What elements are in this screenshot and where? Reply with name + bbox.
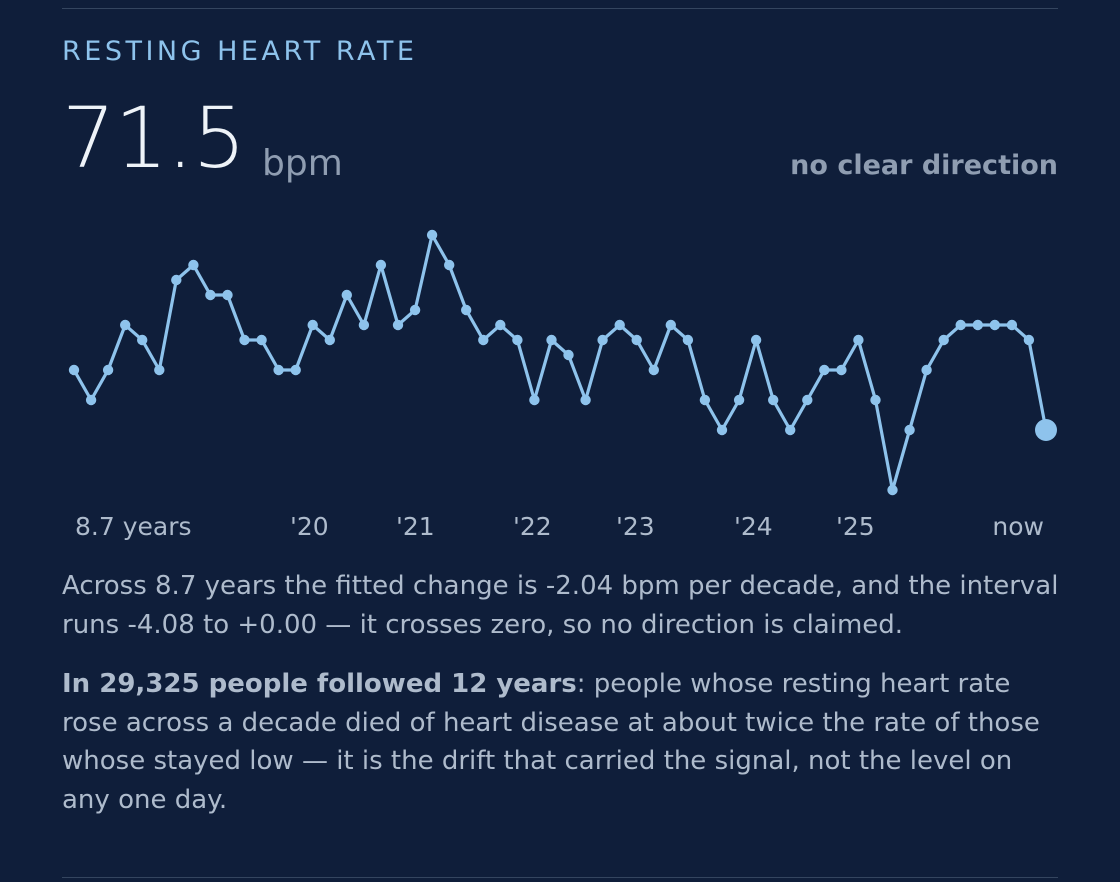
data-point — [989, 319, 1000, 331]
data-point — [222, 289, 233, 301]
data-point — [563, 349, 574, 361]
summary-text: Across 8.7 years the fitted change is -2… — [62, 571, 1059, 640]
value-unit: bpm — [262, 143, 343, 184]
data-point — [137, 334, 148, 346]
x-tick-label: '21 — [396, 512, 435, 541]
current-value: 71.5 — [62, 89, 246, 187]
data-point — [307, 319, 318, 331]
data-point — [409, 304, 421, 316]
data-point — [1023, 334, 1035, 346]
data-point — [239, 334, 250, 346]
data-point — [972, 319, 983, 331]
series-line — [72, 233, 1048, 492]
x-tick-label: '24 — [734, 512, 773, 541]
x-tick-label: '25 — [836, 512, 875, 541]
data-point — [529, 394, 540, 406]
x-tick-label: '22 — [513, 512, 552, 541]
data-point — [324, 334, 335, 346]
data-point — [426, 229, 438, 241]
data-point — [682, 334, 694, 346]
data-point — [716, 424, 728, 436]
data-point — [392, 319, 404, 331]
data-point — [733, 394, 745, 406]
data-point — [887, 484, 898, 496]
data-point — [836, 364, 847, 376]
data-point — [665, 319, 676, 331]
data-point — [102, 364, 114, 376]
data-point — [819, 364, 830, 376]
data-point — [1006, 319, 1018, 331]
evidence-text: In 29,325 people followed 12 years: peop… — [62, 665, 1062, 819]
evidence-lead: In 29,325 people followed 12 years — [62, 669, 577, 699]
data-point — [444, 259, 455, 271]
data-point — [870, 394, 881, 406]
resting-heart-rate-chart: 8.7 years '20 '21 '22 '23 '24 '25 now — [68, 229, 1057, 541]
data-point — [375, 259, 387, 271]
data-point — [188, 259, 199, 271]
data-point — [256, 334, 267, 346]
bottom-divider — [62, 877, 1058, 878]
data-point — [290, 364, 301, 376]
data-point — [938, 334, 949, 346]
data-point — [904, 424, 915, 436]
data-point — [580, 394, 591, 406]
data-point — [495, 319, 506, 331]
data-point — [85, 394, 97, 406]
data-point — [478, 334, 489, 346]
data-point — [955, 319, 966, 331]
data-point — [921, 364, 932, 376]
latest-data-point — [1035, 419, 1057, 441]
x-tick-label: 8.7 years — [75, 512, 192, 541]
data-point — [461, 304, 472, 316]
x-tick-label: '20 — [290, 512, 329, 541]
x-tick-label: now — [992, 512, 1044, 541]
trend-status: no clear direction — [790, 150, 1058, 181]
data-point — [614, 319, 625, 331]
data-point — [648, 364, 659, 376]
data-point — [853, 334, 864, 346]
data-point — [512, 334, 523, 346]
data-point — [597, 334, 608, 346]
data-point — [171, 274, 182, 286]
x-tick-label: '23 — [616, 512, 655, 541]
data-point — [154, 364, 165, 376]
data-point — [802, 394, 813, 406]
evidence-body: : people whose resting heart rate rose a… — [62, 669, 1040, 815]
data-point — [358, 319, 370, 331]
data-point — [631, 334, 642, 346]
data-point — [341, 289, 352, 301]
data-point — [785, 424, 796, 436]
data-point — [68, 364, 80, 376]
data-point — [699, 394, 711, 406]
data-point — [546, 334, 557, 346]
data-point — [750, 334, 762, 346]
data-point — [273, 364, 284, 376]
top-divider — [62, 8, 1058, 9]
data-point — [120, 319, 131, 331]
card-title: RESTING HEART RATE — [62, 36, 418, 67]
data-point — [768, 394, 779, 406]
data-point — [205, 289, 216, 301]
